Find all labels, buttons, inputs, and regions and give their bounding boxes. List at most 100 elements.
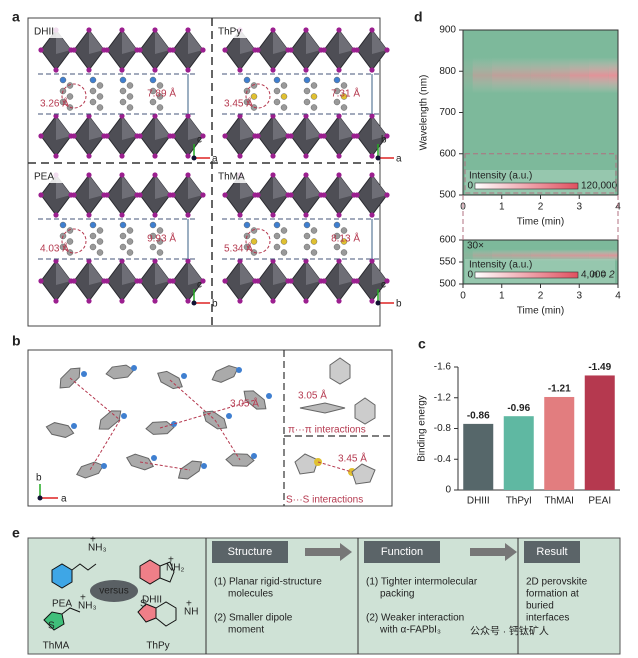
contact-line [214, 419, 241, 461]
atom [273, 76, 281, 84]
atom [66, 93, 74, 100]
atom [255, 133, 261, 139]
x-axis-label: Time (min) [517, 306, 564, 317]
amine-group: NH₃ [88, 543, 107, 554]
bond [71, 563, 97, 571]
atom [270, 212, 276, 218]
atom [119, 172, 125, 178]
atom [185, 153, 191, 159]
atom [273, 221, 281, 229]
octahedron-face [56, 261, 71, 285]
atom [222, 47, 228, 53]
atom [152, 27, 158, 33]
atom [336, 27, 342, 33]
octahedron-face [188, 116, 203, 140]
heatmap-cell [463, 249, 473, 262]
atom [89, 98, 97, 106]
atom [340, 249, 348, 256]
value-label: -1.21 [548, 384, 571, 395]
y-tick-label: -0.8 [434, 423, 452, 434]
atom [237, 298, 243, 304]
step-title: Function [381, 546, 423, 558]
atom [200, 192, 206, 198]
atom [280, 227, 288, 234]
x-tick-label: 1 [499, 202, 505, 213]
atom [89, 232, 97, 240]
heatmap-cell [530, 249, 551, 262]
step-item: (2) Weaker interaction [366, 613, 464, 624]
atom [354, 192, 360, 198]
atom [303, 258, 309, 264]
molecule [329, 357, 351, 385]
structure-name: PEA [34, 172, 54, 183]
atom [288, 278, 294, 284]
amine-group: NH₂ [166, 563, 184, 574]
atom [96, 238, 104, 245]
heatmap-cell [492, 249, 512, 262]
atom [119, 27, 125, 33]
octahedron-face [372, 116, 387, 140]
atom [369, 67, 375, 73]
atom [86, 27, 92, 33]
y-axis-label: Wavelength (nm) [419, 75, 430, 151]
molecule [351, 463, 376, 485]
x-tick-label: ThPyI [506, 496, 532, 507]
bar [463, 423, 494, 490]
atom [171, 421, 177, 427]
axis-origin [375, 300, 381, 306]
step-header [364, 541, 440, 563]
step-item: packing [380, 589, 414, 600]
atom [38, 133, 44, 139]
atom [86, 172, 92, 178]
atom [369, 258, 375, 264]
charge: + [186, 599, 192, 610]
atom [321, 192, 327, 198]
atom [71, 192, 77, 198]
atom [273, 87, 281, 95]
panel-label: a [12, 9, 20, 25]
atom [156, 93, 164, 100]
structure-name: ThPy [218, 27, 241, 38]
atom [53, 153, 59, 159]
atom [333, 87, 341, 95]
heatmap-cell [530, 57, 551, 94]
value-label: -1.49 [588, 362, 611, 373]
axis-origin [191, 155, 197, 161]
atom [152, 212, 158, 218]
atom [200, 133, 206, 139]
atom [53, 212, 59, 218]
atom [270, 27, 276, 33]
octahedron-face [273, 175, 288, 199]
atom [96, 249, 104, 256]
axis-origin [37, 495, 43, 501]
structure-name: DHII [34, 27, 54, 38]
octahedron-face [89, 30, 104, 54]
atom [53, 67, 59, 73]
atom [340, 93, 348, 100]
atom [280, 104, 288, 111]
axis-label: a [61, 494, 67, 505]
atom [354, 133, 360, 139]
heatmap-cell [492, 57, 512, 94]
arrow [305, 543, 352, 561]
atom [152, 153, 158, 159]
atom [310, 238, 318, 245]
charge: + [90, 535, 96, 546]
panel-label: d [414, 9, 423, 25]
versus-label: versus [99, 586, 128, 597]
octahedron-face [188, 261, 203, 285]
atom [71, 47, 77, 53]
atom [119, 98, 127, 106]
atom [321, 133, 327, 139]
charge: + [168, 555, 174, 566]
octahedron-face [122, 175, 137, 199]
atom [310, 104, 318, 111]
heatmap-cell [511, 249, 531, 262]
heatmap-cell [472, 57, 493, 94]
atom [288, 47, 294, 53]
atom [333, 232, 341, 240]
atom [89, 87, 97, 95]
charts: -1.6 -1.2 -0.8 -0.4 0 Binding energy -0.86 DHII… [417, 25, 622, 507]
